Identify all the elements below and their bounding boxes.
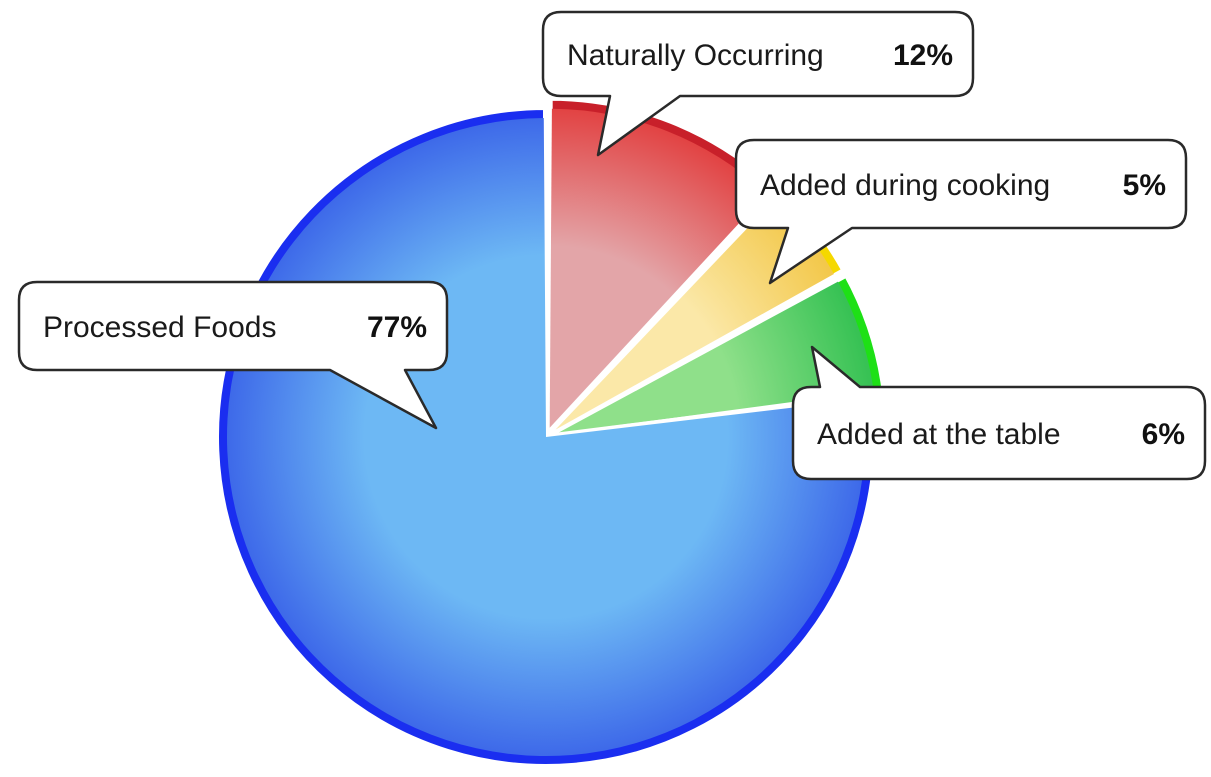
callout-box-added-at-the-table [791, 345, 1207, 481]
callout-box-naturally-occurring [541, 10, 975, 157]
pie-slice-added-during-cooking [555, 198, 834, 430]
callout-added-during-cooking: Added during cooking 5% [734, 138, 1188, 285]
slice-value-added-at-the-table: 6% [1142, 418, 1185, 451]
callouts: Naturally Occurring 12% Added during cooki… [17, 10, 1207, 481]
slice-value-added-during-cooking: 5% [1123, 169, 1166, 202]
callout-box-added-during-cooking [734, 138, 1188, 285]
callout-added-at-the-table: Added at the table 6% [791, 345, 1207, 481]
slice-label-added-during-cooking: Added during cooking [760, 169, 1050, 202]
callout-processed-foods: Processed Foods 77% [17, 280, 449, 430]
slice-value-naturally-occurring: 12% [893, 39, 953, 72]
slice-label-processed-foods: Processed Foods [43, 311, 276, 344]
callout-naturally-occurring: Naturally Occurring 12% [541, 10, 975, 157]
pie-slice-naturally-occurring [549, 108, 767, 428]
pie-slice-processed-foods [226, 118, 865, 757]
slice-label-naturally-occurring: Naturally Occurring [567, 39, 824, 72]
slice-value-processed-foods: 77% [367, 311, 427, 344]
callout-box-processed-foods [17, 280, 449, 430]
slice-label-added-at-the-table: Added at the table [817, 418, 1061, 451]
